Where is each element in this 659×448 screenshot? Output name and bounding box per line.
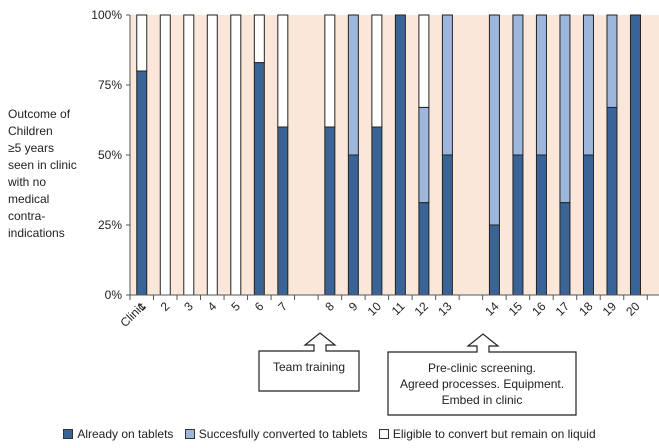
bar-segment [253,62,265,296]
legend-swatch-converted [184,428,195,439]
y-axis-label-line: with no [8,175,47,189]
preclinic-callout-line: Embed in clinic [441,393,523,407]
bar-segment [324,14,336,128]
x-tick-label: 8 [322,299,337,314]
bar-segment [441,14,453,156]
y-axis-label-line: indications [8,226,65,240]
bar-segment [535,14,547,156]
bar-segment [418,14,430,108]
legend-item-remain: Eligible to convert but remain on liquid [378,427,596,441]
y-axis-label-line: ≥5 years [8,141,54,155]
preclinic-callout-text: Pre-clinic screening. Agreed processes. … [394,360,570,408]
legend-label: Already on tablets [77,427,174,441]
preclinic-callout-box [387,333,577,416]
x-tick-label: 6 [252,299,267,314]
y-axis-label-line: medical [8,192,50,206]
legend-item-already: Already on tablets [63,427,173,441]
x-tick-label: 2 [158,299,173,314]
x-tick-label: 7 [275,299,290,314]
bar-segment [441,154,453,296]
bar-segment [418,202,430,296]
bar-segment [253,14,265,64]
bar-segment [512,154,524,296]
x-tick-label: 15 [506,299,526,319]
plot-area [130,15,659,295]
bars [136,14,641,296]
legend-swatch-remain [378,428,389,439]
y-tick-labels: 0% 25% 50% 75% 100% [91,8,130,302]
bar-segment [559,14,571,204]
bar-segment [535,154,547,296]
bar-segment [559,202,571,296]
plot-background [130,15,659,295]
y-tick-label: 75% [98,78,122,92]
x-tick-label: 18 [576,299,596,319]
x-tick-label: 14 [482,299,502,319]
team-training-callout-text: Team training [272,360,346,374]
bar-segment [277,126,289,296]
x-tick-label: 19 [600,299,620,319]
x-tick-label: 11 [389,299,408,318]
bar-segment [183,14,195,296]
bar-segment [206,14,218,296]
x-tick-label: 12 [412,299,432,319]
bar-segment [488,14,500,226]
bar-segment [606,106,618,296]
bar-segment [512,14,524,156]
legend-swatch-already [63,428,74,439]
y-axis-label-line: Outcome of [8,107,71,121]
y-axis-label-line: contra- [8,209,46,223]
legend: Already on tablets Succesfully converted… [0,427,659,441]
y-axis-label: Outcome of Children ≥5 years seen in cli… [8,106,88,242]
y-axis-label-line: Children [8,124,53,138]
bar-segment [136,70,148,296]
legend-item-converted: Succesfully converted to tablets [184,427,368,441]
x-tick-label: 10 [365,299,385,319]
team-training-callout-box [258,332,360,392]
bar-segment [606,14,618,108]
y-tick-label: 100% [91,8,122,22]
legend-label: Eligible to convert but remain on liquid [392,427,596,441]
bar-segment [582,154,594,296]
y-axis-label-line: seen in clinic [8,158,77,172]
x-tick-label: 5 [228,299,243,314]
callout-arrows [258,332,577,416]
bar-segment [347,154,359,296]
bar-segment [582,14,594,156]
bar-segment [418,106,430,204]
bar-segment [324,126,336,296]
x-tick-label: 16 [529,299,549,319]
y-tick-label: 50% [98,148,122,162]
bar-segment [394,14,406,296]
bar-segment [371,14,383,128]
bar-segment [136,14,148,72]
y-tick-label: 25% [98,218,122,232]
bar-segment [230,14,242,296]
x-tick-label: 4 [205,299,220,314]
y-tick-label: 0% [105,288,123,302]
x-tick-label: 9 [346,299,361,314]
x-tick-label: 3 [181,299,196,314]
preclinic-callout-line: Agreed processes. Equipment. [399,377,565,391]
bar-segment [488,224,500,296]
x-tick-label: 17 [553,299,573,319]
preclinic-callout-line: Pre-clinic screening. [427,361,537,375]
x-tick-label: 20 [623,299,643,319]
bar-segment [277,14,289,128]
bar-segment [347,14,359,156]
legend-label: Succesfully converted to tablets [198,427,368,441]
bar-segment [371,126,383,296]
bar-segment [159,14,171,296]
x-tick-label: 13 [435,299,455,319]
bar-segment [629,14,641,296]
